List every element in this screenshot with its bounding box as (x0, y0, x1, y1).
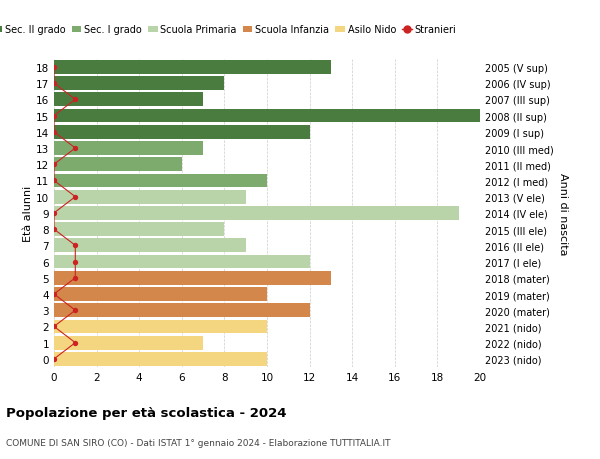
Bar (54, 255, 310, 269)
Text: COMUNE DI SAN SIRO (CO) - Dati ISTAT 1° gennaio 2024 - Elaborazione TUTTITALIA.I: COMUNE DI SAN SIRO (CO) - Dati ISTAT 1° … (6, 438, 391, 448)
Point (71, 258, 80, 266)
Text: Popolazione per età scolastica - 2024: Popolazione per età scolastica - 2024 (6, 406, 287, 419)
Point (71, 307, 80, 314)
Point (49, 355, 59, 363)
Point (49, 112, 59, 120)
Point (49, 80, 59, 88)
Bar (54, 304, 310, 318)
Bar (54, 126, 310, 140)
Bar (54, 77, 224, 91)
Bar (54, 223, 224, 236)
Bar (54, 190, 246, 204)
Bar (54, 61, 331, 75)
Point (49, 291, 59, 298)
Point (49, 129, 59, 136)
Bar (54, 158, 182, 172)
Bar (54, 239, 246, 253)
Point (71, 96, 80, 104)
Bar (54, 287, 267, 301)
Point (49, 161, 59, 168)
Point (71, 242, 80, 250)
Bar (54, 174, 267, 188)
Y-axis label: Anni di nascita: Anni di nascita (557, 172, 568, 255)
Bar (54, 109, 480, 123)
Point (71, 274, 80, 282)
Point (71, 194, 80, 201)
Bar (54, 93, 203, 107)
Point (49, 64, 59, 72)
Point (71, 145, 80, 152)
Bar (54, 271, 331, 285)
Point (49, 323, 59, 330)
Point (49, 210, 59, 217)
Point (71, 339, 80, 347)
Legend: Sec. II grado, Sec. I grado, Scuola Primaria, Scuola Infanzia, Asilo Nido, Stran: Sec. II grado, Sec. I grado, Scuola Prim… (0, 22, 460, 39)
Bar (54, 320, 267, 334)
Point (49, 226, 59, 233)
Bar (54, 142, 203, 156)
Bar (54, 336, 203, 350)
Point (49, 177, 59, 185)
Bar (54, 207, 459, 220)
Bar (54, 352, 267, 366)
Y-axis label: Età alunni: Età alunni (23, 185, 33, 241)
